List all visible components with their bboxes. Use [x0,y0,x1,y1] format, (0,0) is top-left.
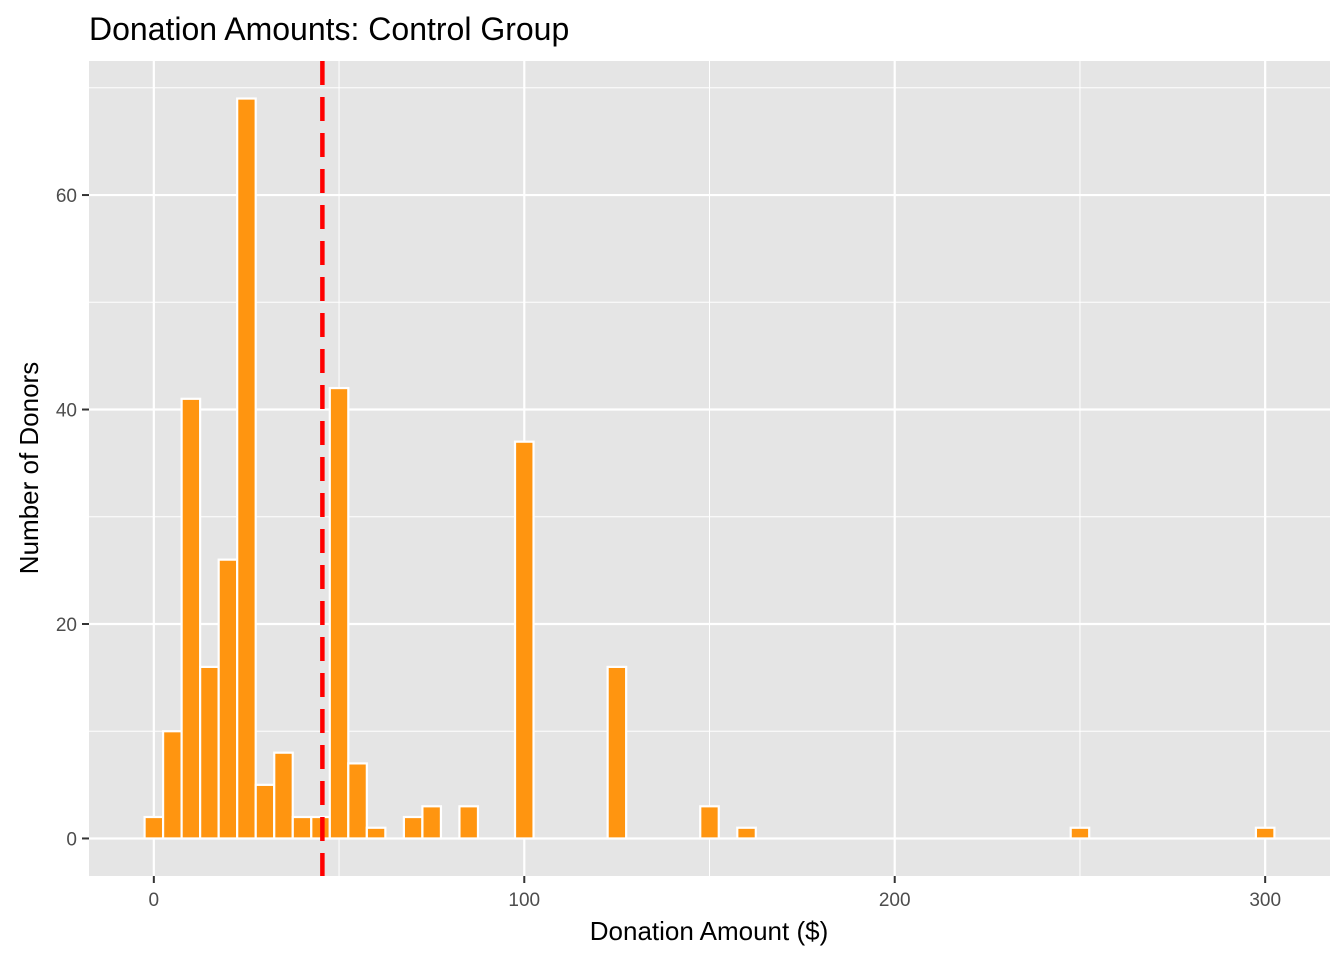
histogram-bar [365,826,387,840]
histogram-bar [199,665,220,840]
histogram-bar [161,730,183,840]
y-tick-label: 40 [56,401,77,422]
histogram-bar [328,386,350,840]
histogram-bar [513,440,535,840]
histogram-bar [273,751,294,840]
histogram-bar [699,805,720,840]
histogram-bars [143,97,1276,840]
histogram-bar [1254,826,1276,840]
histogram-bar [254,783,276,840]
histogram-bar [180,397,202,840]
histogram-bar [291,815,313,840]
y-axis-ticks: 0 20 40 60 [56,186,89,850]
histogram-bar [143,815,165,840]
histogram-bar [458,805,480,840]
y-tick-label: 60 [56,186,77,207]
histogram-bar [236,97,257,840]
x-tick-label: 100 [508,890,540,911]
histogram-bar [217,558,239,840]
chart-title: Donation Amounts: Control Group [89,11,569,47]
histogram-bar [606,665,628,840]
histogram-bar [421,805,443,840]
x-tick-label: 300 [1249,890,1281,911]
histogram-bar [736,826,757,840]
x-axis-label: Donation Amount ($) [590,916,828,946]
y-tick-label: 0 [66,829,77,850]
histogram-bar [402,815,424,840]
x-axis-ticks: 0 100 200 300 [149,876,1281,911]
y-axis-label: Number of Donors [14,362,44,574]
x-tick-label: 0 [149,890,160,911]
histogram-bar [347,762,368,840]
major-gridlines [89,61,1330,876]
histogram-bar [1069,826,1091,840]
x-tick-label: 200 [879,890,911,911]
y-tick-label: 20 [56,615,77,636]
minor-gridlines [89,61,1330,876]
